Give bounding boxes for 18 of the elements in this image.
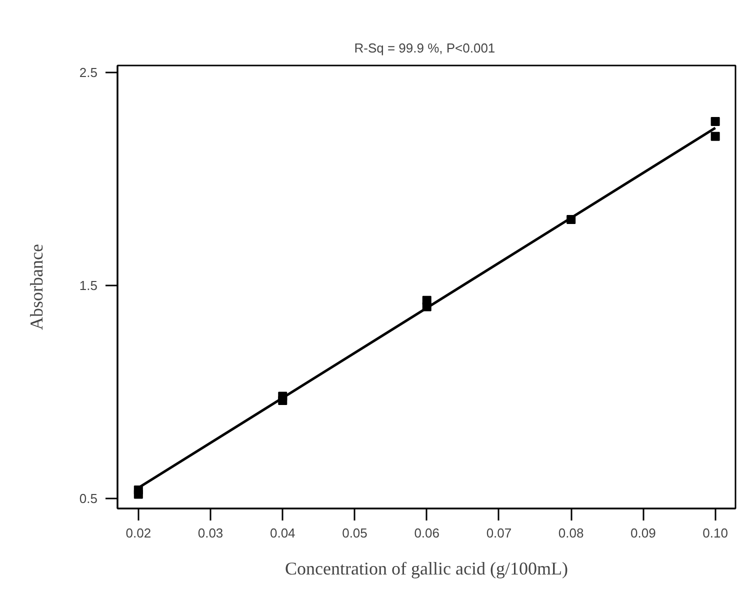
y-tick-label: 0.5	[79, 490, 98, 506]
chart-title: R-Sq = 99.9 %, P<0.001	[354, 40, 496, 56]
x-tick-label: 0.04	[270, 526, 296, 540]
point	[710, 132, 720, 141]
x-tick-label: 0.07	[486, 526, 512, 540]
x-tick-label: 0.09	[630, 526, 656, 540]
y-tick-label: 1.5	[79, 278, 98, 294]
x-tick-label: 0.05	[342, 526, 368, 540]
y-axis-title: Absorbance	[26, 244, 46, 330]
x-tick-label: 0.08	[558, 526, 584, 540]
point	[710, 117, 720, 126]
x-tick-label: 0.03	[198, 526, 224, 540]
x-tick-label: 0.06	[414, 526, 440, 540]
x-axis-title: Concentration of gallic acid (g/100mL)	[285, 558, 568, 578]
point	[422, 296, 432, 305]
x-tick-label: 0.02	[126, 526, 152, 540]
x-tick-label: 0.10	[702, 526, 728, 540]
y-tick-label: 2.5	[79, 65, 98, 80]
